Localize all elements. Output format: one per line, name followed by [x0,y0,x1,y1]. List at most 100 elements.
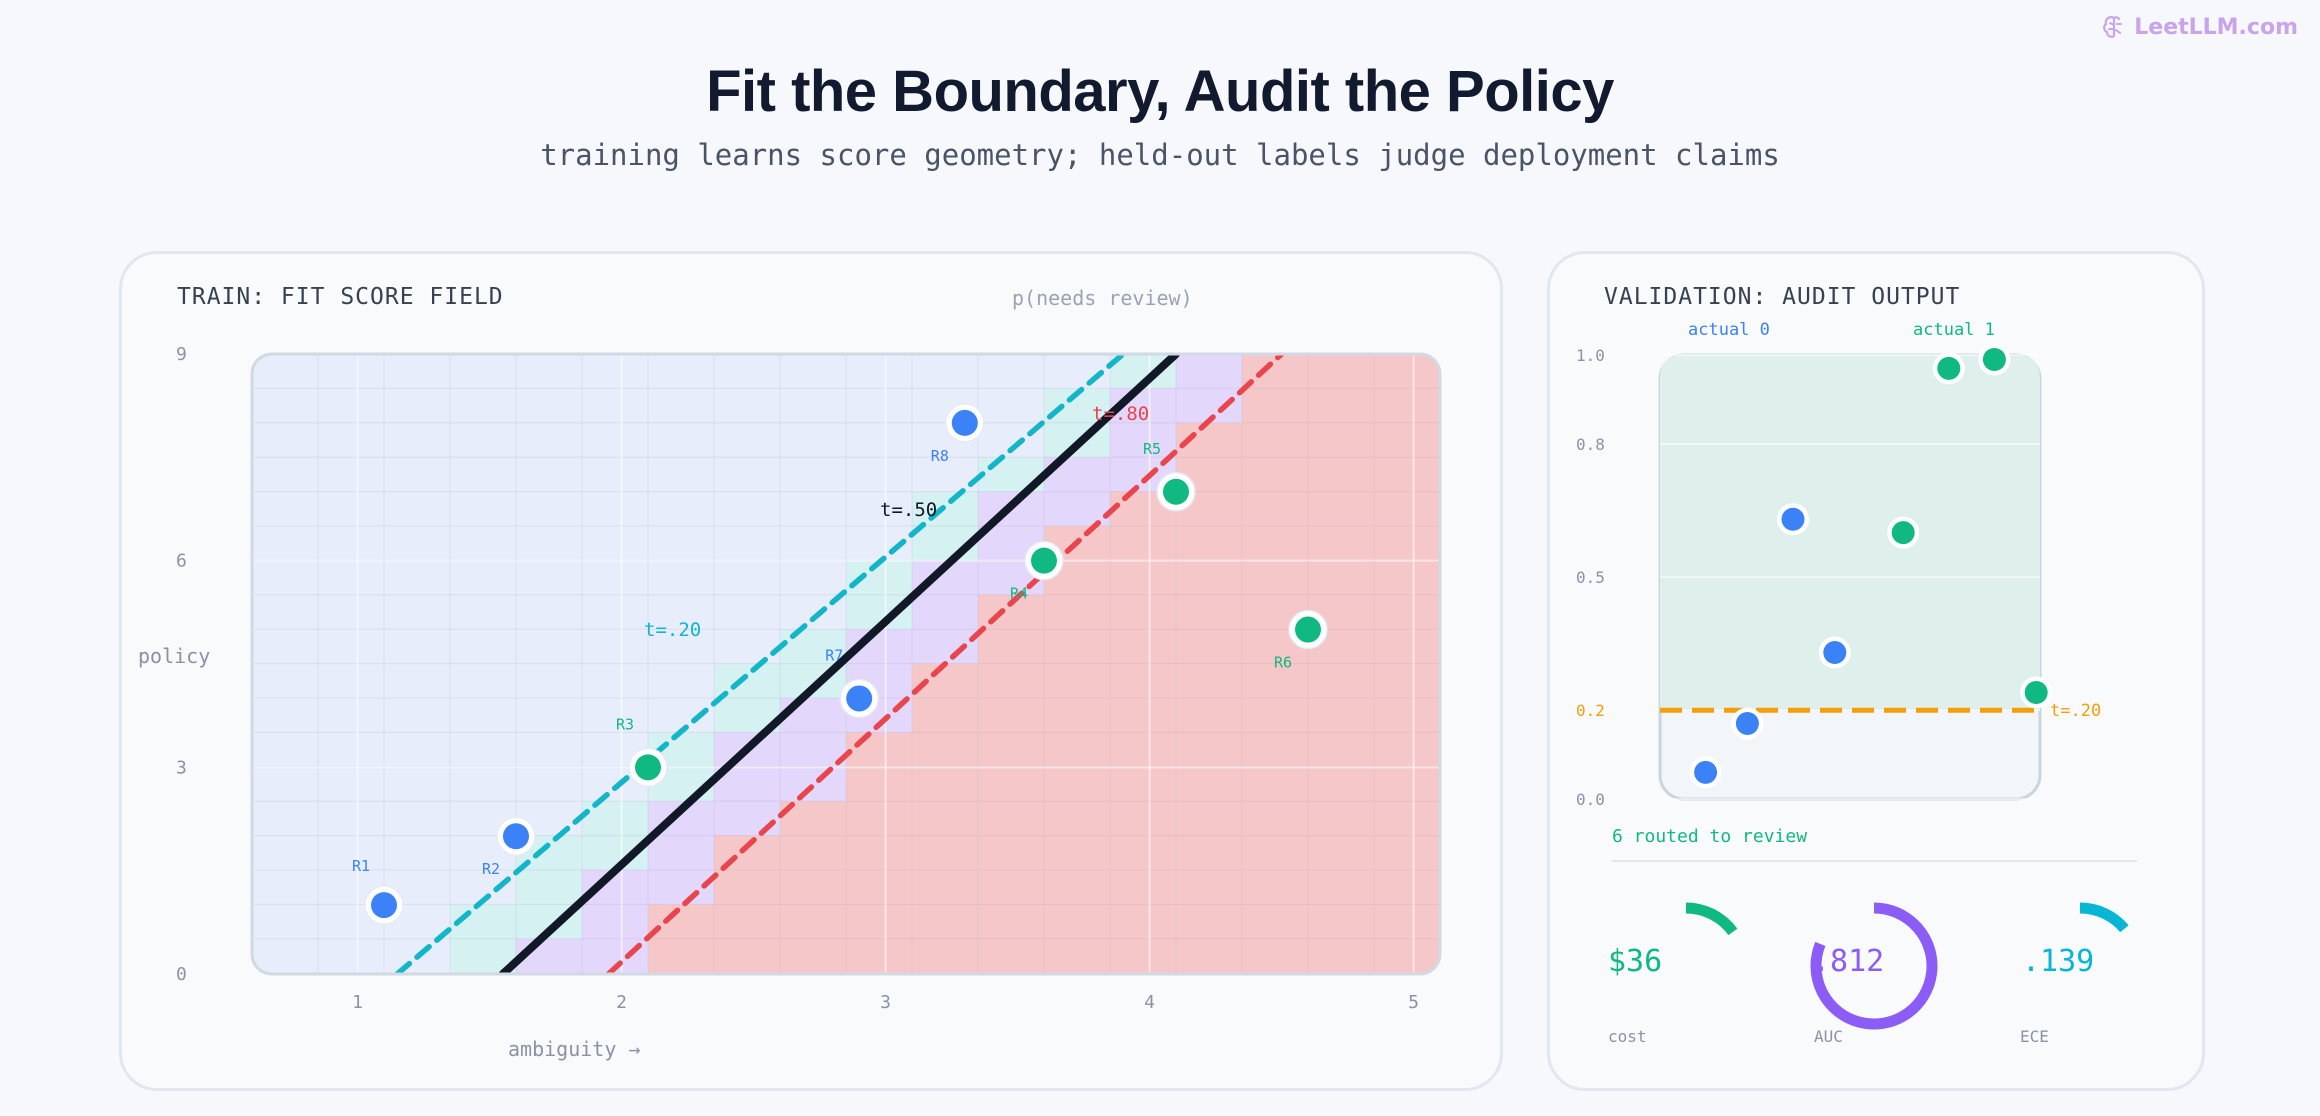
score-cell [582,457,649,493]
score-cell [582,594,649,630]
y-tick-label: 9 [176,344,187,365]
score-cell [582,698,649,733]
score-cell [252,560,319,596]
y-tick-label: 6 [176,551,187,572]
y-tick-label: 3 [176,757,187,778]
audit-y-tick: 0.0 [1576,790,1605,809]
score-cell [1110,801,1177,837]
audit-y-tick: 0.2 [1576,701,1605,720]
score-cell [318,560,385,596]
score-cell [318,388,385,424]
score-cell [1374,870,1440,905]
score-cell [516,594,583,630]
score-cell [252,457,319,493]
threshold-line-low [394,354,1126,974]
score-cell [1110,526,1177,561]
score-cell [648,491,715,527]
score-cell [384,835,451,871]
score-cell [1308,870,1375,905]
score-cell [318,835,385,871]
score-cell [1308,938,1375,974]
score-cell [714,354,781,389]
score-cell [318,526,385,561]
divider [1612,860,2137,862]
score-cell [582,354,649,389]
score-cell [384,354,451,389]
score-cell [846,766,913,802]
auc-gauge [1810,902,1938,1030]
score-cell [846,835,913,871]
score-cell [978,388,1045,424]
brand-logo[interactable]: LeetLLM.com [2102,14,2298,40]
score-cell [1176,354,1243,389]
score-cell [516,766,583,802]
score-cell [978,629,1045,665]
x-tick-label: 3 [880,992,891,1013]
score-cell [450,560,517,596]
brain-icon [2103,15,2123,38]
score-cell [780,835,847,871]
score-cell [450,354,517,389]
score-cell [648,835,715,871]
score-cell [714,938,781,974]
score-cell [1374,422,1440,458]
score-cell [1374,629,1440,665]
score-cell [714,491,781,527]
routed-summary: 6 routed to review [1612,826,1808,847]
score-cell [978,870,1045,905]
threshold-line-mid [498,354,1180,974]
score-cell [780,422,847,458]
score-cell [582,526,649,561]
train-point-r8 [951,409,978,436]
score-cell [582,629,649,665]
score-cell [978,801,1045,837]
score-cell [846,491,913,527]
score-cell [978,766,1045,802]
audit-y-tick: 1.0 [1576,346,1605,365]
cost-label: cost [1608,1027,1647,1046]
score-cell [384,491,451,527]
score-cell [846,938,913,974]
point-label: R2 [482,860,500,878]
score-cell [252,801,319,837]
score-cell [1176,870,1243,905]
score-cell [384,457,451,493]
score-cell [846,354,913,389]
score-cell [318,732,385,768]
ece-label: ECE [2020,1027,2049,1046]
audit-point-actual-1 [1937,356,1961,380]
score-cell [252,422,319,458]
score-cell [648,560,715,596]
score-cell [1308,904,1375,940]
score-cell [714,801,781,837]
score-cell [1308,388,1375,424]
score-cell [318,354,385,389]
score-cell [648,457,715,493]
score-cell [516,560,583,596]
score-cell [648,526,715,561]
score-cell [252,904,319,940]
audit-point-actual-1 [1982,347,2006,371]
score-cell [252,766,319,802]
score-cell [1374,904,1440,940]
score-cell [1242,388,1309,424]
train-panel-heading: TRAIN: FIT SCORE FIELD [177,284,504,310]
score-cell [1110,732,1177,768]
score-cell [1308,526,1375,561]
score-cell [384,422,451,458]
score-cell [846,422,913,458]
score-cell [1308,766,1375,802]
score-cell [318,663,385,699]
score-cell [1374,560,1440,596]
threshold-label: t=.20 [644,619,701,641]
score-cell [1044,663,1111,699]
score-cell [516,422,583,458]
score-cell [1242,801,1309,837]
y-tick-label: 0 [176,964,187,985]
score-cell [780,938,847,974]
audit-point-actual-0 [1823,640,1847,664]
plot-frame [250,352,1442,976]
score-cell [1110,938,1177,974]
score-cell [1044,732,1111,768]
score-cell [516,457,583,493]
